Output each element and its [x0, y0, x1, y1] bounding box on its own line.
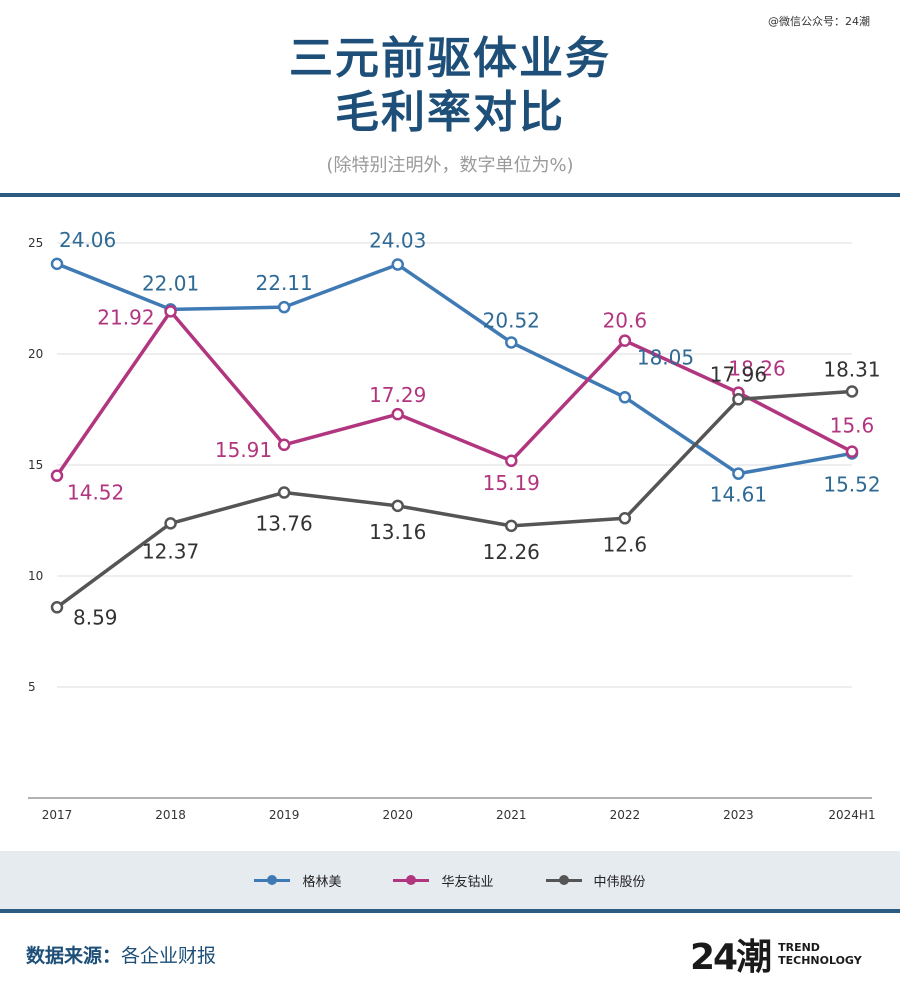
legend-item: 格林美 [254, 871, 341, 890]
data-label: 20.6 [603, 309, 648, 333]
legend: 格林美 华友钴业 中伟股份 [0, 851, 900, 909]
legend-dot [267, 874, 278, 885]
y-tick-label: 15 [28, 458, 43, 472]
line-chart: 5 10 15 20 25 2017 2018 2019 2020 2021 2022 2023 202… [28, 228, 881, 822]
legend-swatch [545, 874, 582, 885]
data-label: 18.31 [823, 358, 880, 382]
legend-dot [406, 874, 417, 885]
top-divider [0, 193, 900, 197]
data-label: 15.91 [215, 438, 272, 462]
data-point [391, 258, 404, 271]
data-label: 14.52 [67, 481, 124, 505]
data-point [618, 334, 632, 347]
data-point [618, 512, 632, 525]
data-point [50, 257, 64, 271]
legend-label: 格林美 [302, 874, 342, 890]
data-point [277, 438, 291, 452]
y-tick-label: 20 [28, 347, 43, 361]
data-label: 15.6 [830, 414, 875, 438]
data-label: 13.16 [369, 520, 426, 544]
chart-title: 三元前驱体业务 毛利率对比 [0, 32, 900, 140]
data-point [845, 445, 859, 458]
data-point [391, 499, 404, 513]
data-label: 21.92 [97, 305, 154, 329]
data-label: 8.59 [73, 605, 118, 629]
data-point [505, 519, 518, 533]
data-label: 22.11 [256, 271, 313, 295]
series-line [55, 262, 854, 476]
brand-logo: 24潮 TREND TECHNOLOGY [690, 928, 862, 980]
legend-band: 格林美 华友钴业 中伟股份 [0, 851, 900, 909]
x-tick-label: 2022 [610, 808, 641, 822]
data-point [50, 469, 64, 482]
source-label: 数据来源： [26, 945, 122, 967]
series-line [55, 389, 854, 610]
data-label: 20.52 [483, 308, 540, 332]
y-tick-label: 10 [28, 569, 43, 583]
data-label: 24.06 [59, 228, 116, 252]
legend-item: 中伟股份 [545, 871, 646, 890]
legend-label: 华友钴业 [441, 874, 494, 890]
bottom-divider [0, 909, 900, 913]
series-line [55, 309, 854, 478]
x-tick-label: 2020 [382, 808, 413, 822]
x-tick-label: 2018 [155, 808, 186, 822]
data-label: 15.19 [483, 471, 540, 495]
source-value: 各企业财报 [121, 945, 217, 967]
x-tick-label: 2021 [496, 808, 527, 822]
x-tick-label: 2019 [269, 808, 300, 822]
data-label: 22.01 [142, 271, 199, 295]
data-point [732, 467, 745, 480]
legend-swatch [393, 874, 430, 885]
x-tick-label: 2017 [42, 808, 73, 822]
data-source: 数据来源：各企业财报 [26, 941, 216, 968]
data-label: 12.37 [142, 539, 199, 563]
logo-line-1: TREND [778, 941, 820, 954]
title-line-1: 三元前驱体业务 [289, 33, 611, 84]
y-tick-label: 5 [28, 680, 36, 694]
data-label: 15.52 [823, 472, 880, 496]
legend-dot [558, 874, 569, 885]
data-label: 14.61 [710, 483, 767, 507]
data-point [618, 391, 632, 404]
legend-label: 中伟股份 [593, 874, 646, 890]
data-point [505, 454, 518, 468]
legend-swatch [254, 874, 291, 885]
data-label: 18.05 [637, 345, 694, 369]
data-label: 18.26 [728, 357, 785, 381]
data-label: 12.6 [603, 532, 648, 556]
data-label: 13.76 [256, 512, 313, 536]
data-point [391, 407, 404, 421]
title-line-2: 毛利率对比 [335, 87, 565, 138]
data-point [50, 601, 64, 614]
watermark: @微信公众号：24潮 [768, 15, 870, 28]
data-label: 24.03 [369, 229, 426, 253]
data-point [277, 300, 291, 314]
data-label: 12.26 [483, 540, 540, 564]
logo-line-2: TECHNOLOGY [778, 954, 862, 967]
data-label: 17.29 [369, 383, 426, 407]
data-point [732, 393, 745, 406]
data-point [505, 336, 518, 349]
data-point [277, 486, 291, 499]
data-label: 17.96 [710, 362, 767, 386]
legend-item: 华友钴业 [393, 871, 494, 890]
chart-subtitle: (除特别注明外，数字单位为%) [326, 155, 574, 176]
x-tick-label: 2024H1 [828, 808, 875, 822]
data-point [164, 305, 177, 318]
data-point [164, 517, 177, 530]
logo-text: TREND TECHNOLOGY [778, 941, 862, 967]
logo-mark: 24潮 [690, 937, 772, 978]
data-point [845, 385, 859, 398]
x-tick-label: 2023 [723, 808, 754, 822]
y-tick-label: 25 [28, 236, 43, 250]
